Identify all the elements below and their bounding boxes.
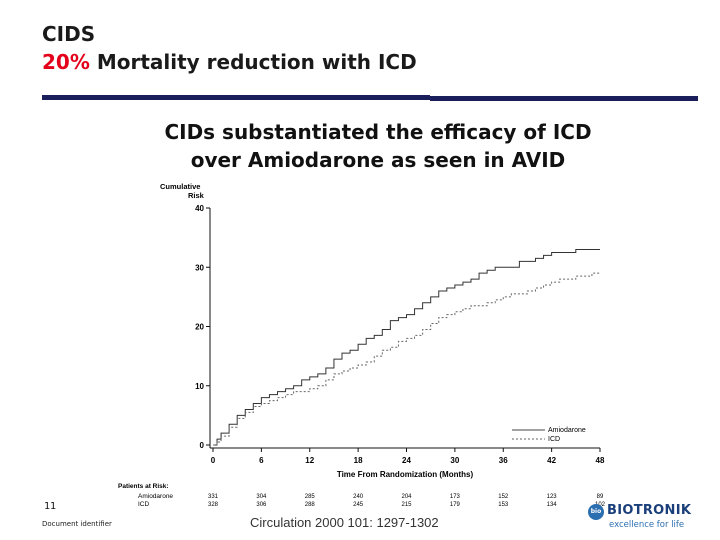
document-identifier: Document identifier: [42, 520, 112, 528]
risk-row-label-amiodarone: Amiodarone: [138, 493, 173, 500]
risk-value-amiodarone: 123: [547, 494, 558, 500]
risk-value-icd: 179: [450, 502, 461, 508]
logo-mark-icon: bio: [588, 504, 604, 520]
risk-value-amiodarone: 304: [256, 494, 267, 500]
title-line-2: 20% Mortality reduction with ICD: [42, 48, 417, 76]
risk-value-icd: 288: [305, 502, 316, 508]
subtitle-line-1: CIDs substantiated the efficacy of ICD: [164, 120, 592, 144]
title-divider-left: [42, 95, 430, 100]
x-tick-label: 24: [402, 456, 411, 465]
series-line-amiodarone: [213, 248, 600, 446]
risk-value-icd: 153: [498, 502, 509, 508]
slide-title: CIDS 20% Mortality reduction with ICD: [42, 20, 417, 76]
x-tick-label: 42: [547, 456, 556, 465]
biotronik-logo: bio BIOTRONIK excellence for life: [588, 503, 700, 533]
y-axis-label-line-1: Cumulative: [160, 182, 200, 191]
risk-values: 331 304 285 240 204 173 152 123 89 328 306 288 245 21…: [208, 494, 606, 508]
y-tick-label: 0: [200, 441, 205, 450]
y-ticks: 0 10 20 30 40: [195, 204, 210, 450]
risk-value-icd: 215: [401, 502, 412, 508]
x-tick-label: 12: [305, 456, 314, 465]
y-tick-label: 40: [195, 204, 204, 213]
risk-value-icd: 134: [547, 502, 558, 508]
risk-value-amiodarone: 173: [450, 494, 461, 500]
risk-value-amiodarone: 152: [498, 494, 509, 500]
legend-amiodarone-label: Amiodarone: [548, 427, 586, 434]
risk-value-icd: 245: [353, 502, 364, 508]
x-tick-label: 48: [596, 456, 605, 465]
risk-value-icd: 306: [256, 502, 267, 508]
x-ticks: 0 6 12 18 24 30 36 42 48: [211, 448, 605, 465]
y-tick-label: 30: [195, 263, 204, 272]
title-line-1: CIDS: [42, 22, 96, 46]
chart-legend: Amiodarone ICD: [512, 427, 586, 443]
y-axis-label-line-2: Risk: [188, 191, 205, 200]
x-tick-label: 36: [499, 456, 508, 465]
title-rest: Mortality reduction with ICD: [89, 50, 417, 74]
logo-name: BIOTRONIK: [607, 503, 692, 518]
risk-table-header: Patients at Risk:: [118, 483, 169, 490]
x-axis-label: Time From Randomization (Months): [337, 470, 474, 479]
x-tick-label: 0: [211, 456, 216, 465]
page-number: 11: [44, 501, 57, 512]
title-accent: 20%: [42, 50, 90, 74]
series-layer: [213, 248, 600, 446]
x-tick-label: 6: [259, 456, 264, 465]
risk-value-amiodarone: 240: [353, 494, 364, 500]
title-divider-right: [430, 96, 698, 101]
legend-icd-label: ICD: [548, 436, 560, 443]
subtitle-line-2: over Amiodarone as seen in AVID: [190, 148, 566, 172]
risk-table: Patients at Risk: Amiodarone ICD 331 304 2…: [118, 483, 606, 508]
citation: Circulation 2000 101: 1297-1302: [250, 515, 439, 530]
series-line-icd: [213, 272, 600, 446]
risk-value-icd: 328: [208, 502, 219, 508]
logo-tagline: excellence for life: [609, 520, 685, 530]
y-tick-label: 10: [195, 382, 204, 391]
risk-value-amiodarone: 285: [305, 494, 316, 500]
risk-value-amiodarone: 331: [208, 494, 219, 500]
x-tick-label: 30: [450, 456, 459, 465]
slide-subtitle: CIDs substantiated the efficacy of ICD o…: [0, 118, 720, 174]
risk-value-amiodarone: 204: [401, 494, 412, 500]
x-tick-label: 18: [354, 456, 363, 465]
y-tick-label: 20: [195, 323, 204, 332]
risk-row-label-icd: ICD: [138, 501, 150, 508]
risk-value-amiodarone: 89: [597, 494, 604, 500]
